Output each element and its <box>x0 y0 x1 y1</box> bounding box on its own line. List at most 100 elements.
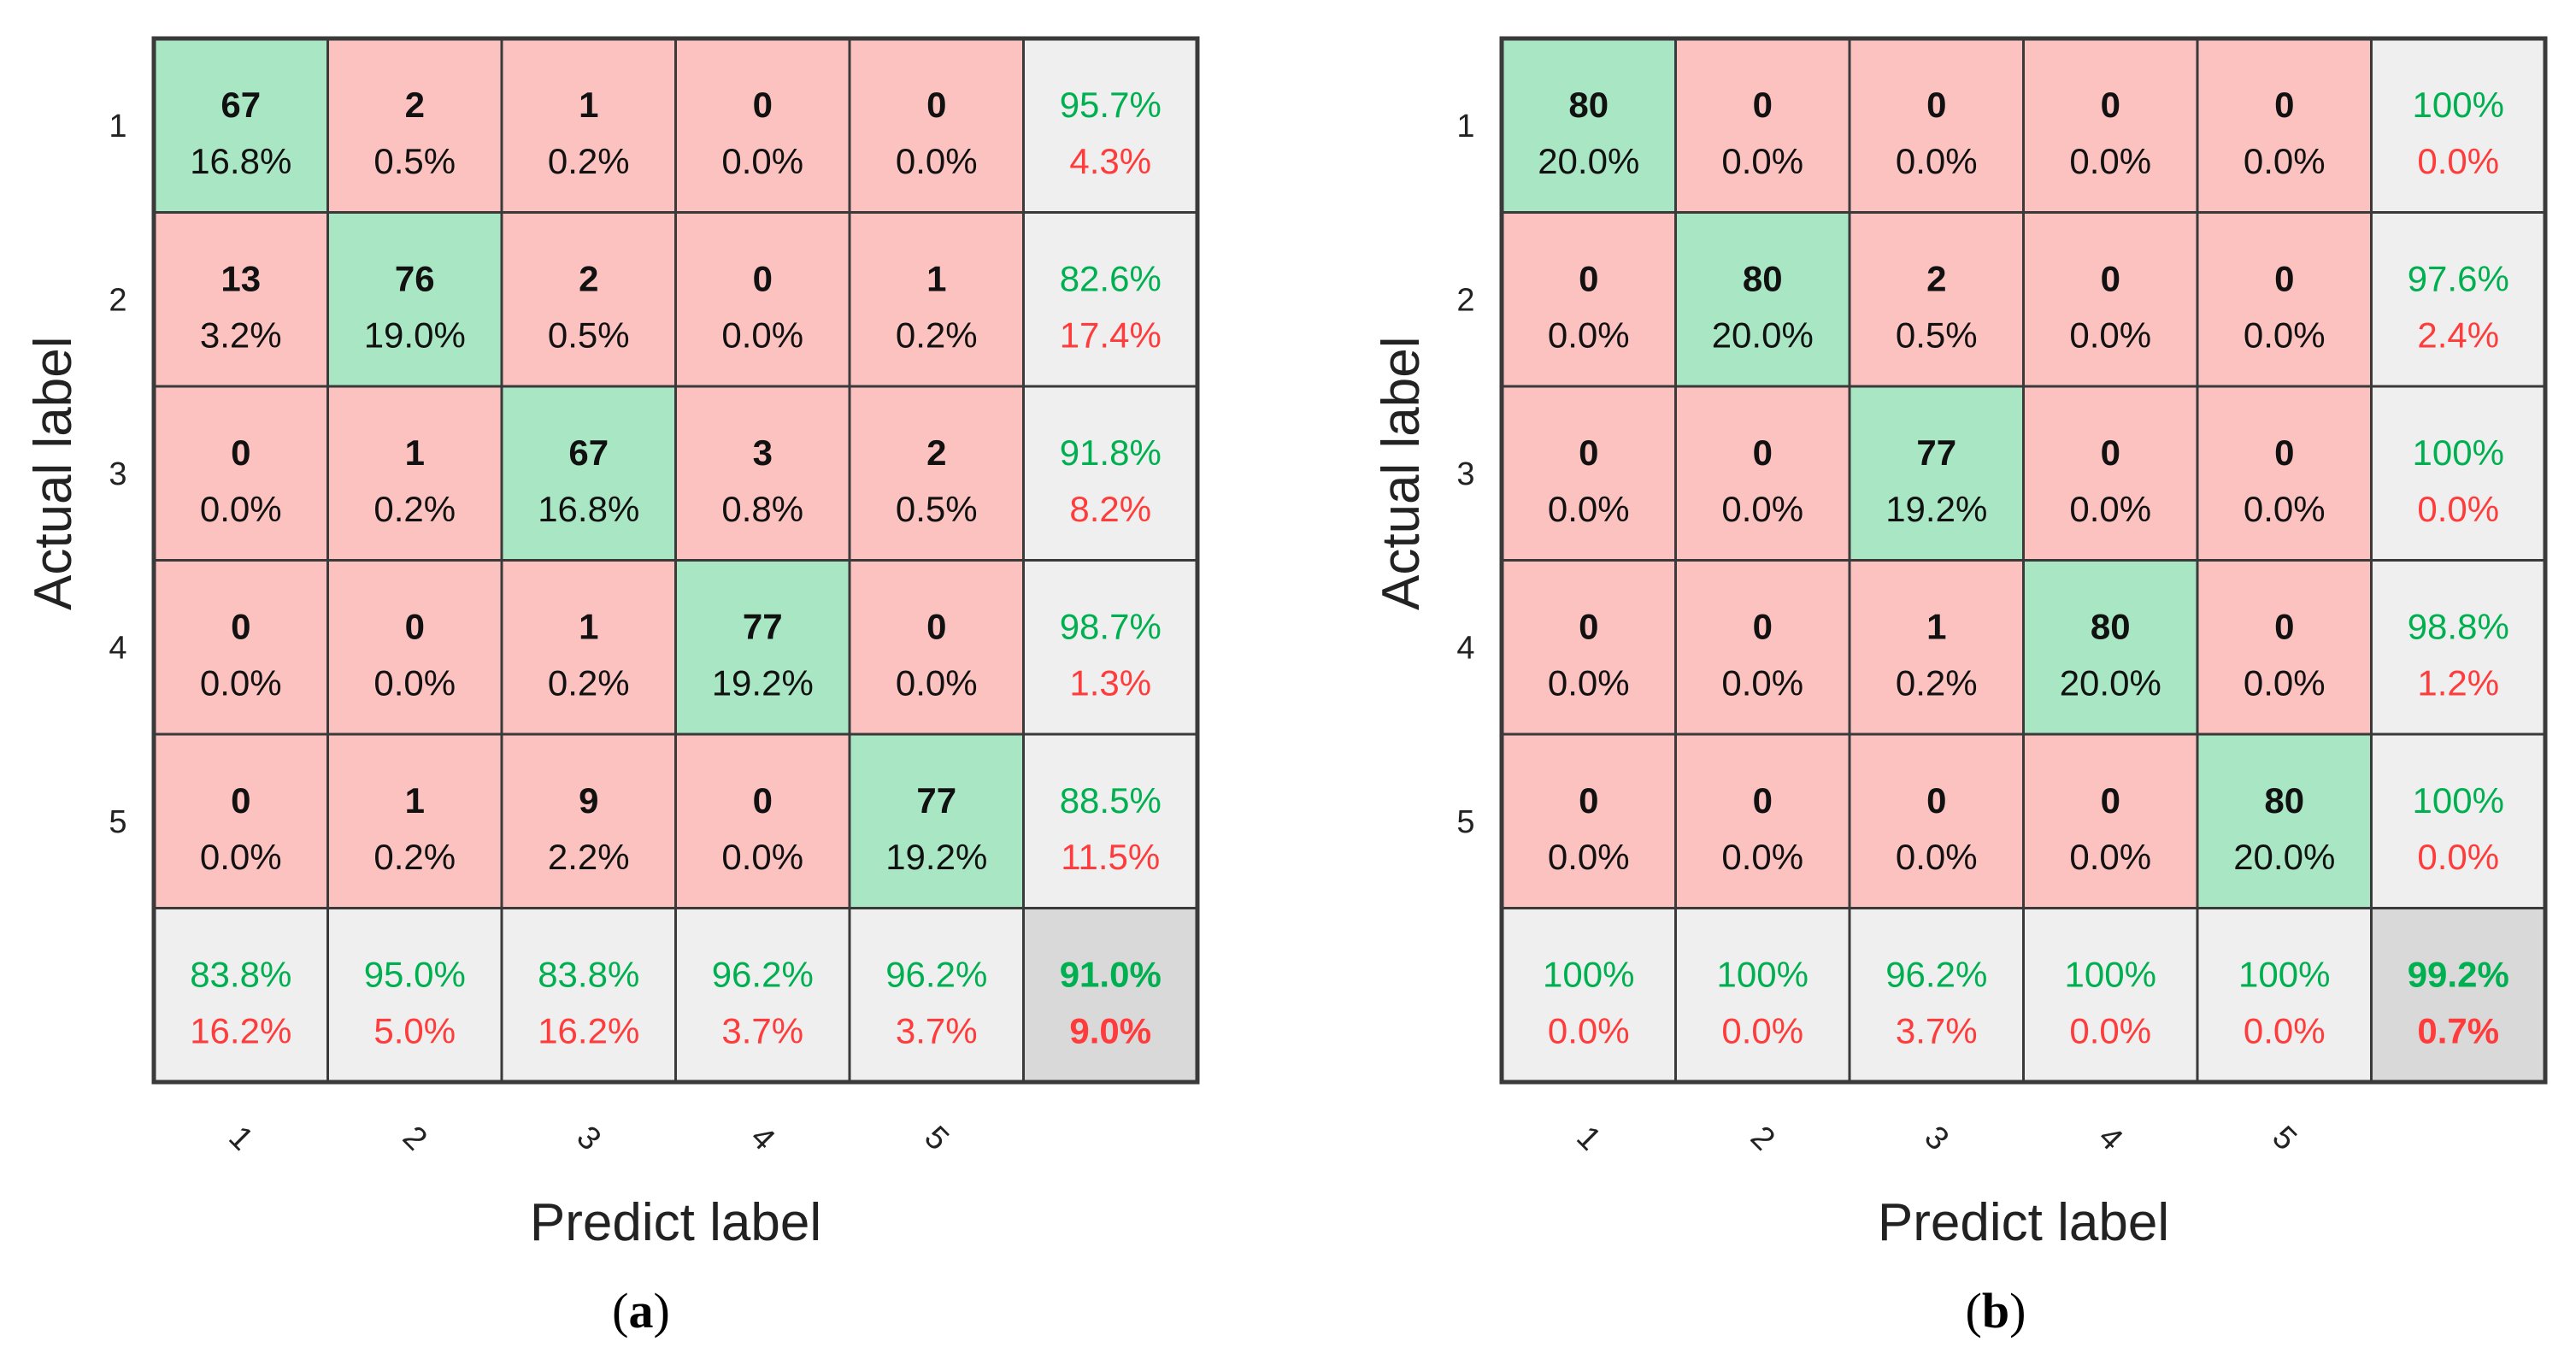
x-tick-label: 3 <box>1917 1120 1956 1158</box>
cell-percent: 0.0% <box>2069 315 2151 356</box>
cell-count: 0 <box>1579 432 1598 473</box>
cell-percent: 0.0% <box>721 315 803 356</box>
cell-count: 0 <box>405 607 425 647</box>
panel-caption: (b) <box>1966 1283 2026 1338</box>
diagonal-cell <box>2022 559 2199 736</box>
cell-percent: 0.0% <box>1721 141 1803 181</box>
column-summary-cell <box>1848 907 2025 1084</box>
row-summary-correct: 98.7% <box>1060 607 1162 647</box>
off-diagonal-cell <box>326 385 503 562</box>
cell-percent: 0.0% <box>1896 141 1978 181</box>
y-tick-label: 4 <box>109 630 126 666</box>
off-diagonal-cell <box>1848 559 2025 736</box>
row-summary-correct: 97.6% <box>2408 259 2509 299</box>
cell-percent: 0.5% <box>548 315 630 356</box>
cell-percent: 0.0% <box>200 663 282 703</box>
column-summary-cell <box>2196 907 2373 1084</box>
column-summary-correct: 96.2% <box>885 955 987 995</box>
column-summary-cell <box>326 907 503 1084</box>
cell-percent: 0.2% <box>548 141 630 181</box>
panel-caption-letter: b <box>1982 1283 2009 1338</box>
row-summary-cell <box>2370 211 2547 388</box>
matrix-frame <box>1499 36 2548 1085</box>
cell-count: 0 <box>753 780 773 821</box>
cell-count: 1 <box>405 780 425 821</box>
row-summary-error: 17.4% <box>1060 315 1162 356</box>
diagonal-cell <box>674 559 851 736</box>
cell-percent: 0.0% <box>721 837 803 877</box>
row-summary-error: 1.3% <box>1069 663 1151 703</box>
off-diagonal-cell <box>500 732 677 909</box>
cell-count: 0 <box>1753 780 1773 821</box>
cell-count: 80 <box>1743 259 1783 299</box>
cell-percent: 0.0% <box>1721 489 1803 529</box>
column-summary-error: 3.7% <box>896 1011 978 1051</box>
confusion-matrix-panel-a: 6716.8%20.5%10.2%00.0%00.0%95.7%4.3%133.… <box>24 36 1200 1338</box>
cell-percent: 0.0% <box>2069 837 2151 877</box>
off-diagonal-cell <box>152 385 329 562</box>
cell-count: 0 <box>1753 432 1773 473</box>
y-tick-label: 3 <box>1456 456 1474 492</box>
off-diagonal-cell <box>2196 37 2373 214</box>
y-tick-label: 2 <box>1456 282 1474 318</box>
cell-percent: 0.0% <box>896 663 978 703</box>
off-diagonal-cell <box>326 559 503 736</box>
row-summary-correct: 98.8% <box>2408 607 2509 647</box>
cell-count: 1 <box>926 259 946 299</box>
column-summary-error: 0.0% <box>1721 1011 1803 1051</box>
cell-count: 80 <box>2091 607 2131 647</box>
cell-percent: 0.0% <box>2069 489 2151 529</box>
x-tick-label: 1 <box>1569 1120 1608 1158</box>
cell-count: 9 <box>579 780 598 821</box>
cell-percent: 0.0% <box>1896 837 1978 877</box>
cell-percent: 0.8% <box>721 489 803 529</box>
cell-percent: 0.0% <box>2244 315 2326 356</box>
column-summary-error: 5.0% <box>373 1011 456 1051</box>
diagonal-cell <box>152 37 329 214</box>
off-diagonal-cell <box>1674 732 1851 909</box>
diagonal-cell <box>2196 732 2373 909</box>
cell-percent: 19.0% <box>364 315 466 356</box>
off-diagonal-cell <box>1500 559 1677 736</box>
x-tick-label: 1 <box>221 1120 260 1158</box>
cell-count: 1 <box>405 432 425 473</box>
column-summary-correct: 96.2% <box>1885 955 1987 995</box>
overall-accuracy: 91.0% <box>1060 955 1162 995</box>
column-summary-correct: 96.2% <box>712 955 814 995</box>
matrix-frame <box>151 36 1200 1085</box>
cell-percent: 0.0% <box>200 489 282 529</box>
column-summary-cell <box>152 907 329 1084</box>
column-summary-cell <box>674 907 851 1084</box>
cell-percent: 0.2% <box>373 489 456 529</box>
cell-count: 2 <box>405 85 425 125</box>
cell-percent: 0.2% <box>896 315 978 356</box>
column-summary-correct: 83.8% <box>190 955 291 995</box>
cell-percent: 20.0% <box>1712 315 1814 356</box>
cell-percent: 0.0% <box>721 141 803 181</box>
cell-count: 0 <box>2274 432 2294 473</box>
off-diagonal-cell <box>500 211 677 388</box>
cell-percent: 0.2% <box>373 837 456 877</box>
off-diagonal-cell <box>1674 385 1851 562</box>
x-tick-label: 3 <box>569 1120 608 1158</box>
cell-count: 0 <box>926 85 946 125</box>
off-diagonal-cell <box>2022 732 2199 909</box>
panel-caption-letter: a <box>629 1283 654 1338</box>
column-summary-error: 16.2% <box>190 1011 291 1051</box>
cell-percent: 19.2% <box>1885 489 1987 529</box>
row-summary-error: 0.0% <box>2417 489 2499 529</box>
cell-count: 80 <box>1568 85 1609 125</box>
cell-percent: 20.0% <box>2233 837 2335 877</box>
diagonal-cell <box>500 385 677 562</box>
x-tick-label: 4 <box>2091 1120 2130 1158</box>
off-diagonal-cell <box>2196 559 2373 736</box>
cell-count: 0 <box>231 780 250 821</box>
off-diagonal-cell <box>1500 211 1677 388</box>
cell-count: 76 <box>395 259 435 299</box>
cell-percent: 19.2% <box>712 663 814 703</box>
off-diagonal-cell <box>152 732 329 909</box>
cell-percent: 0.2% <box>1896 663 1978 703</box>
cell-percent: 0.0% <box>1548 663 1630 703</box>
off-diagonal-cell <box>1674 37 1851 214</box>
